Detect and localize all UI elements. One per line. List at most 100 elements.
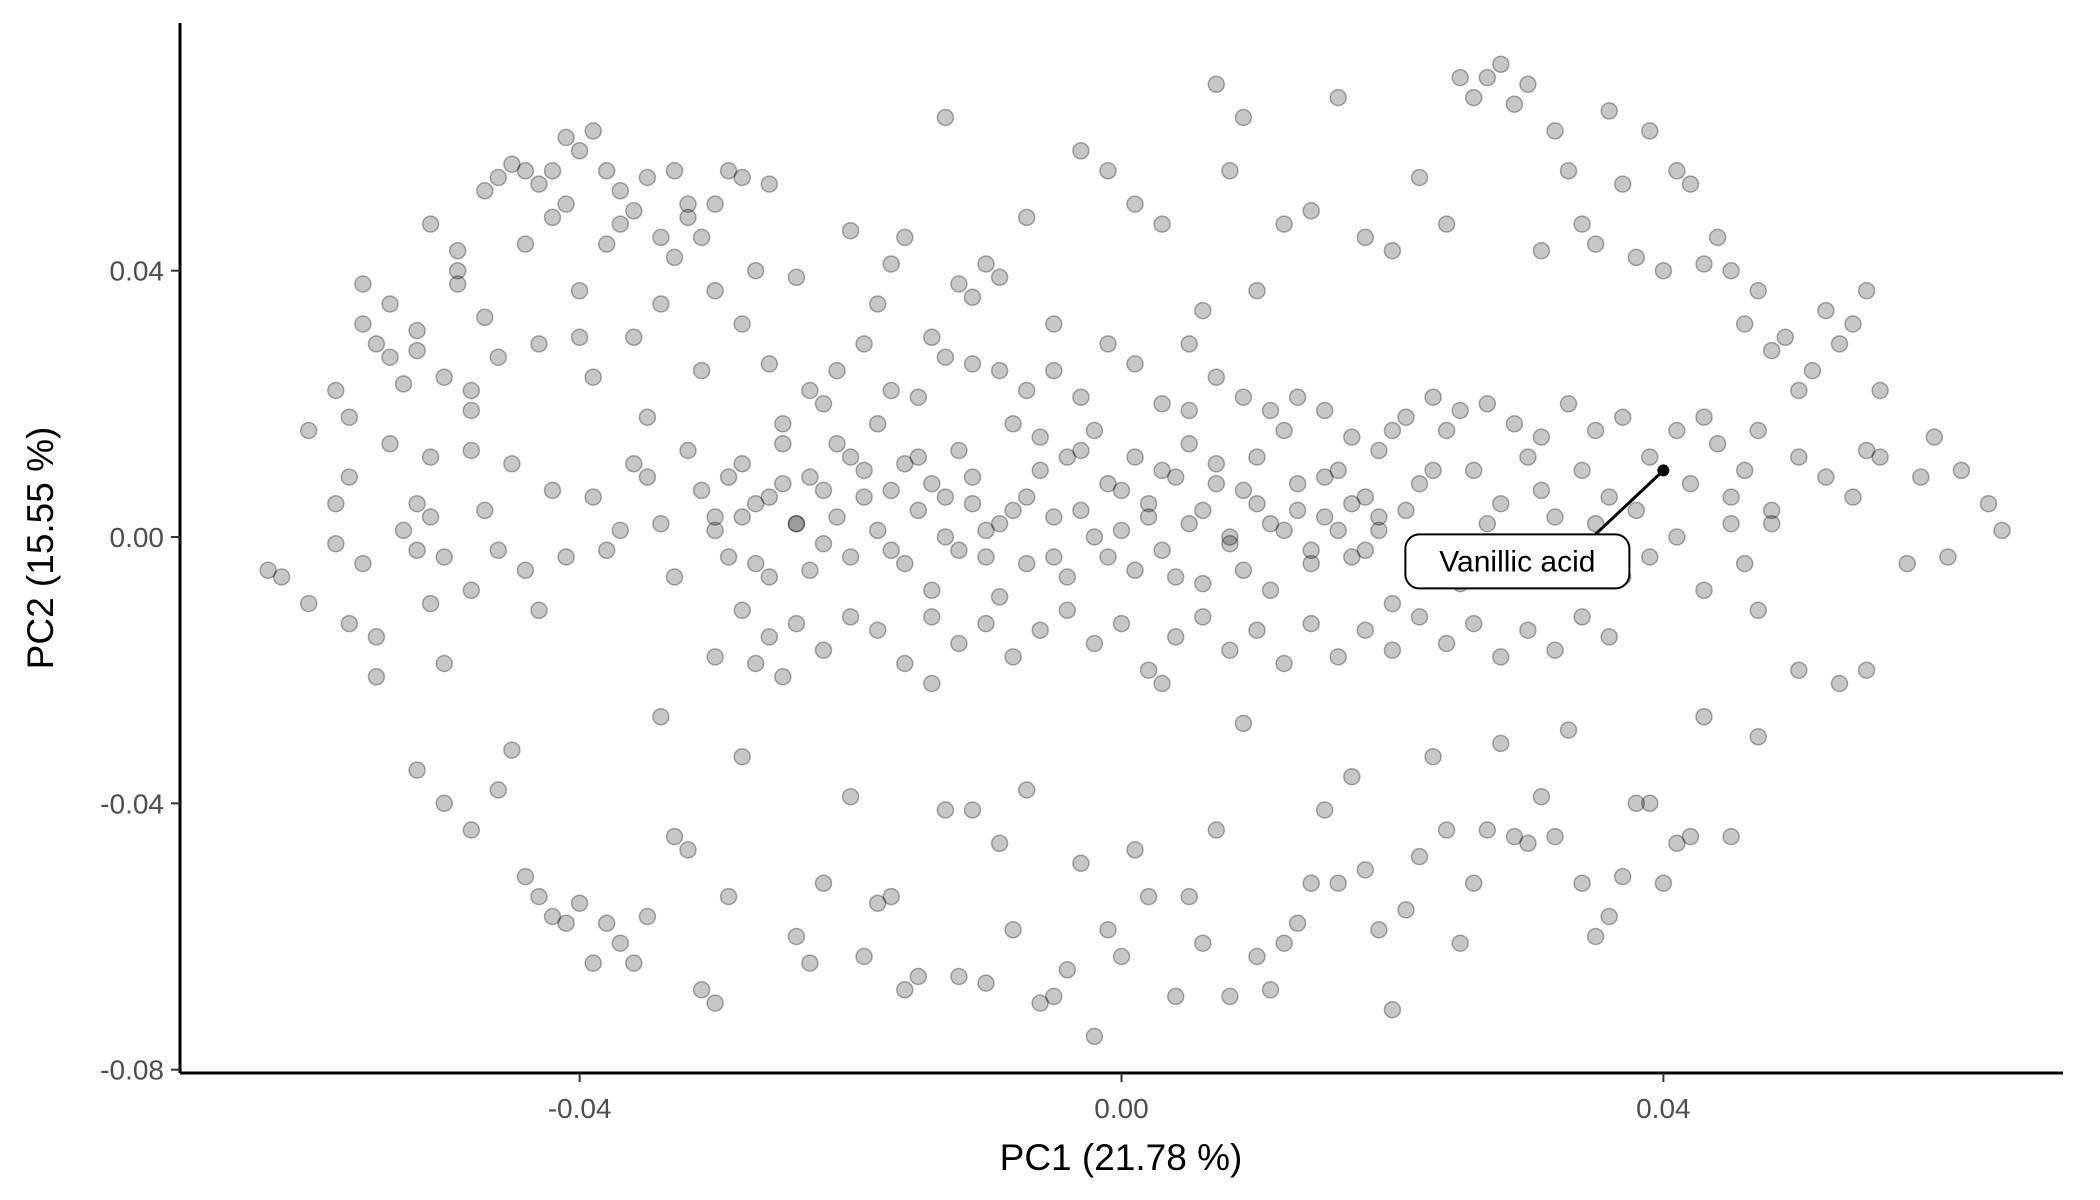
annotation-layer: Vanillic acid [1404, 464, 1670, 590]
scatter-point [1343, 494, 1361, 513]
scatter-point [340, 614, 359, 633]
scatter-point [936, 108, 955, 127]
scatter-point [1397, 408, 1415, 426]
scatter-point [1370, 441, 1388, 460]
scatter-point [1099, 162, 1117, 180]
scatter-point [1234, 561, 1253, 580]
scatter-point [652, 708, 670, 726]
scatter-point [706, 508, 724, 526]
scatter-point [787, 927, 806, 946]
scatter-point [1234, 108, 1253, 127]
scatter-point [1356, 541, 1375, 560]
scatter-point [990, 588, 1009, 606]
scatter-point [1112, 521, 1131, 540]
scatter-point [625, 954, 643, 972]
scatter-point [611, 521, 630, 540]
scatter-point [1166, 987, 1185, 1006]
scatter-point [1302, 202, 1320, 220]
scatter-point [1207, 75, 1226, 94]
y-tick-label: 0.04 [110, 256, 165, 287]
scatter-point [1437, 821, 1456, 839]
scatter-point [1045, 315, 1063, 333]
scatter-point [1194, 608, 1212, 626]
scatter-point [557, 195, 575, 213]
scatter-point [503, 455, 521, 473]
scatter-point [1993, 521, 2011, 540]
scatter-point [1221, 162, 1239, 180]
scatter-point [543, 481, 562, 500]
scatter-point [1221, 528, 1239, 546]
scatter-point [814, 641, 833, 659]
scatter-point [977, 521, 995, 540]
scatter-point [1207, 821, 1226, 839]
scatter-point [1275, 215, 1293, 233]
scatter-point [706, 281, 724, 300]
scatter-point [462, 441, 481, 460]
scatter-point [638, 408, 657, 426]
scatter-point [1288, 914, 1307, 932]
scatter-point [1668, 834, 1686, 853]
scatter-point [1343, 767, 1361, 786]
scatter-point [327, 534, 345, 553]
x-tick-label: 0.04 [1636, 1093, 1691, 1124]
scatter-point [774, 668, 792, 686]
scatter-point [1573, 461, 1591, 480]
scatter-point [1234, 481, 1253, 500]
scatter-point [963, 355, 982, 373]
scatter-point [801, 561, 819, 580]
scatter-point [1383, 594, 1402, 613]
scatter-point [1085, 634, 1104, 653]
scatter-point [1343, 428, 1361, 446]
scatter-point [1830, 335, 1849, 353]
scatter-point [665, 162, 684, 180]
scatter-point [1370, 921, 1388, 939]
scatter-point [692, 361, 711, 380]
scatter-point [1370, 521, 1388, 540]
scatter-point [1505, 827, 1524, 846]
scatter-point [1546, 641, 1564, 659]
scatter-point [1315, 801, 1334, 819]
scatter-point [706, 521, 724, 540]
scatter-point [1519, 621, 1537, 639]
scatter-point [408, 494, 426, 513]
scatter-point [733, 455, 751, 473]
scatter-point [489, 781, 508, 799]
scatter-point [1627, 248, 1646, 267]
scatter-point [259, 561, 277, 580]
scatter-point [963, 468, 982, 486]
scatter-point [1627, 501, 1646, 520]
scatter-point [1017, 381, 1036, 400]
scatter-point [1112, 481, 1131, 500]
scatter-point [1099, 921, 1117, 939]
scatter-point [625, 455, 643, 473]
scatter-point [1058, 961, 1077, 979]
scatter-point [489, 168, 508, 187]
scatter-point [408, 321, 426, 340]
scatter-point [1695, 408, 1713, 426]
scatter-point [1613, 175, 1632, 193]
scatter-point [1708, 435, 1727, 453]
scatter-point [1627, 794, 1646, 813]
scatter-point [584, 122, 602, 140]
scatter-point [1045, 508, 1063, 526]
scatter-point [977, 974, 995, 992]
scatter-point [1397, 901, 1415, 919]
scatter-point [787, 268, 806, 287]
scatter-point [1099, 548, 1117, 566]
scatter-point [1031, 994, 1049, 1012]
scatter-point [733, 168, 751, 187]
scatter-point [1844, 315, 1862, 333]
scatter-point [340, 468, 359, 486]
scatter-point [882, 381, 900, 400]
scatter-point [706, 195, 724, 213]
points-layer [259, 55, 2011, 1046]
scatter-point [1017, 488, 1036, 506]
scatter-point [1695, 581, 1713, 600]
scatter-point [909, 448, 928, 466]
scatter-point [692, 481, 711, 500]
scatter-point [1492, 55, 1510, 74]
scatter-point [1586, 421, 1605, 440]
scatter-point [665, 248, 684, 267]
scatter-point [936, 488, 955, 506]
scatter-point [733, 747, 751, 766]
